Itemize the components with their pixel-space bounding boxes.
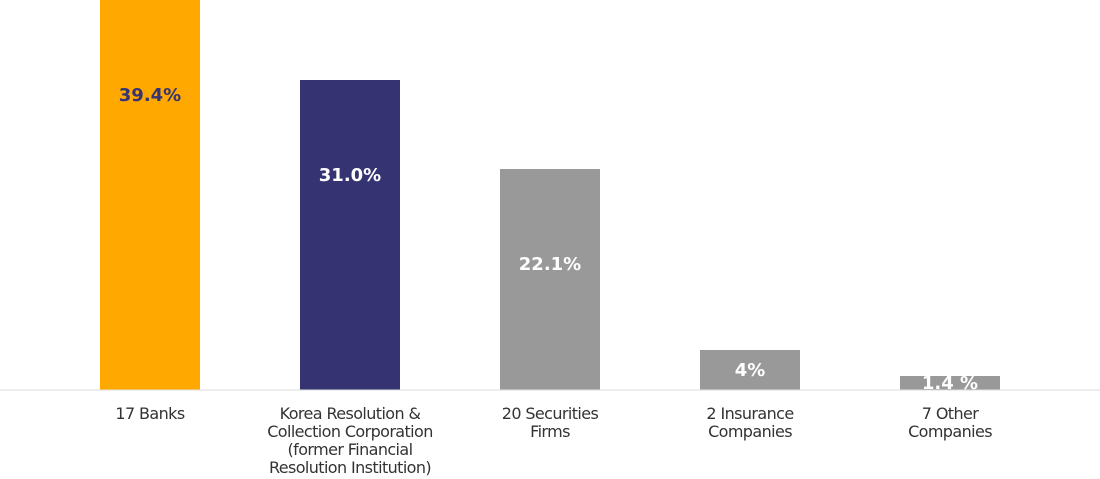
category-label-4: 2 Insurance Companies — [706, 404, 794, 441]
category-label-3: 20 Securities Firms — [501, 404, 599, 441]
category-label-2: Korea Resolution & Collection Corporatio… — [267, 404, 433, 477]
bar-2 — [300, 80, 400, 390]
value-labels-group: 39.4% 31.0% 22.1% 4% 1.4 % — [119, 85, 978, 394]
bar-1 — [100, 0, 200, 390]
value-label-2: 31.0% — [319, 165, 381, 186]
bar-3 — [500, 169, 600, 390]
category-label-1: 17 Banks — [115, 404, 185, 423]
value-label-1: 39.4% — [119, 85, 181, 106]
value-label-3: 22.1% — [519, 254, 581, 275]
value-label-4: 4% — [735, 360, 766, 381]
value-label-5: 1.4 % — [922, 373, 978, 394]
bars-group — [100, 0, 1000, 390]
category-label-5: 7 Other Companies — [908, 404, 992, 441]
bar-5 — [900, 376, 1000, 390]
bar-4 — [700, 350, 800, 390]
